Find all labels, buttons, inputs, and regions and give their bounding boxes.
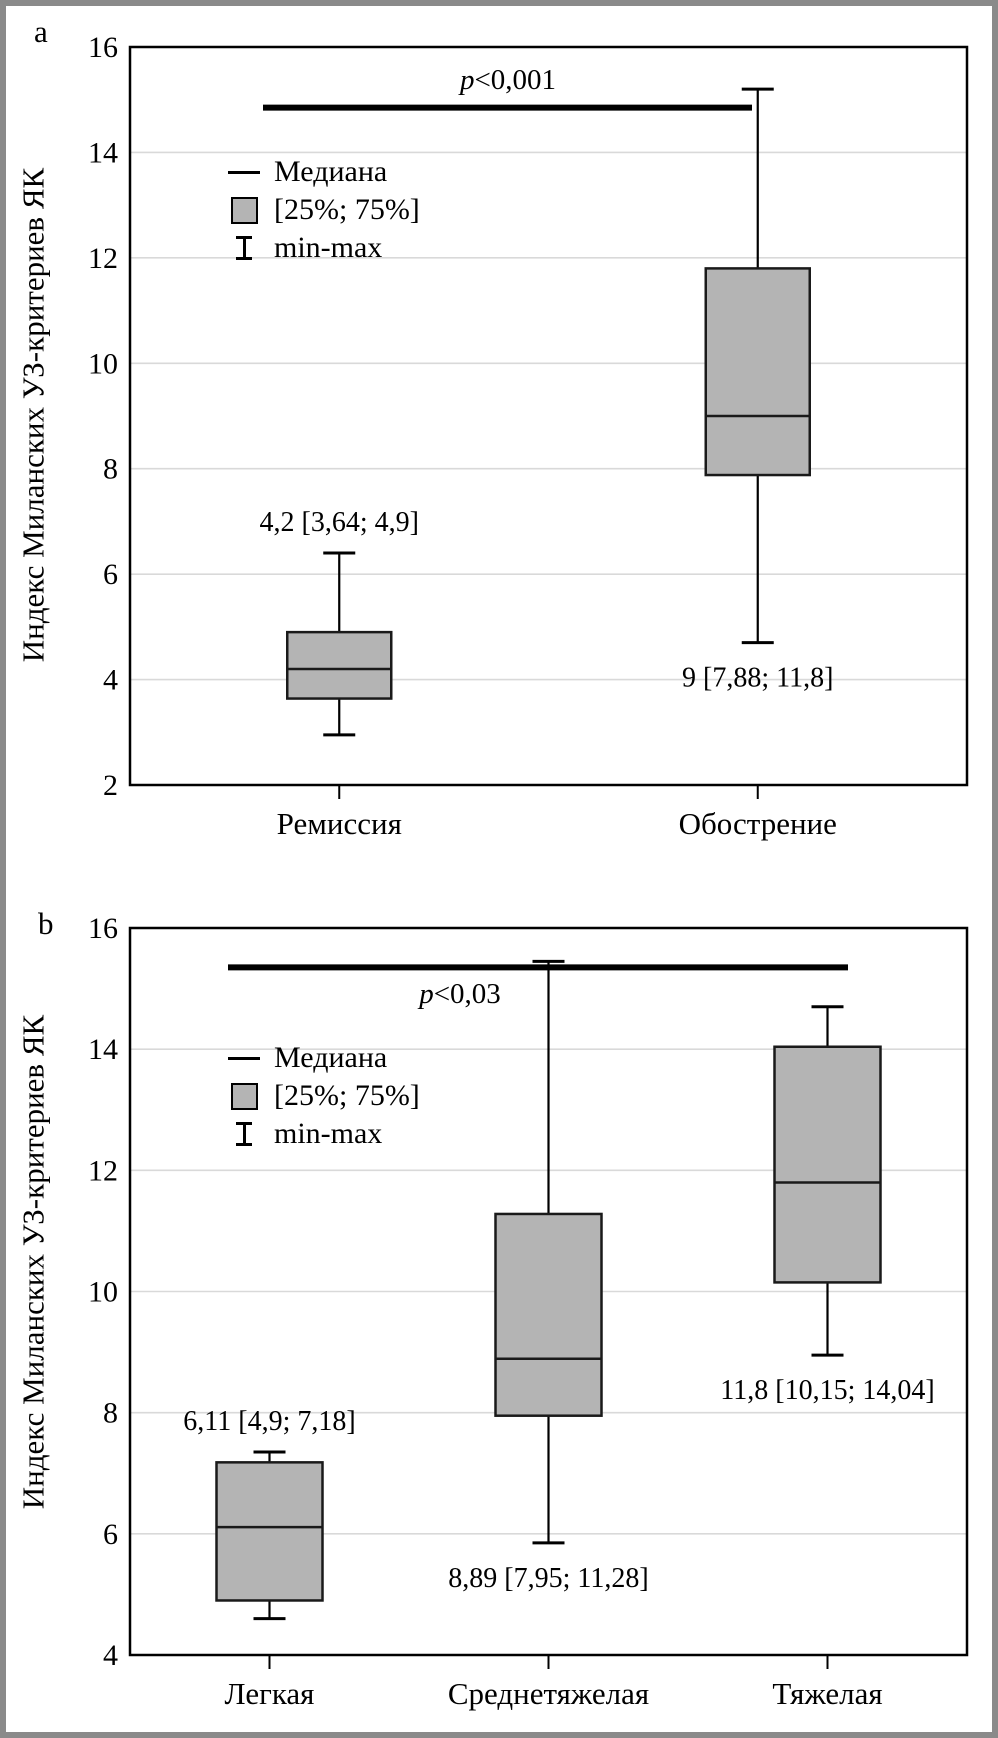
category-label: Среднетяжелая [448,1676,649,1711]
y-tick-label: 14 [88,1033,118,1066]
median-line-icon [228,170,260,174]
y-axis-title-b: Индекс Миланских УЗ-критериев ЯК [15,1014,51,1510]
legend-label-iqr: [25%; 75%] [274,193,420,226]
category-label: Ремиссия [277,806,402,841]
p-symbol-b: p [419,978,434,1010]
legend-label-minmax: min-max [274,231,383,264]
legend-item-median: Медиана [224,156,420,188]
y-tick-label: 6 [103,558,118,591]
y-tick-label: 10 [88,1276,118,1309]
y-tick-label: 4 [103,664,118,697]
y-tick-label: 6 [103,1518,118,1551]
p-value-text-b: <0,03 [433,978,501,1010]
plot-frame [128,45,969,787]
box-stats-label: 11,8 [10,15; 14,04] [720,1375,934,1406]
y-tick-label: 12 [88,1154,118,1187]
legend-label-minmax: min-max [274,1117,383,1150]
legend-label-median: Медиана [274,155,388,188]
panel-b-letter: b [38,906,54,941]
y-tick-label: 16 [88,31,118,64]
category-label: Тяжелая [772,1676,882,1711]
y-tick-label: 16 [88,912,118,945]
min-max-whisker-icon [236,236,252,260]
legend-item-median: Медиана [224,1042,420,1074]
iqr-box-icon [230,1082,258,1110]
category-label: Обострение [679,806,837,841]
legend-item-minmax: min-max [224,1118,420,1150]
legend-label-median: Медиана [274,1041,388,1074]
box-stats-label: 4,2 [3,64; 4,9] [260,507,419,538]
y-tick-label: 8 [103,453,118,486]
iqr-box [704,267,811,477]
y-tick-label: 12 [88,242,118,275]
y-tick-label: 4 [103,1639,118,1672]
box-stats-label: 9 [7,88; 11,8] [682,663,833,694]
legend-item-iqr: [25%; 75%] [224,1080,420,1112]
p-value-text-a: <0,001 [474,64,557,96]
legend-item-iqr: [25%; 75%] [224,194,420,226]
iqr-box [494,1212,603,1417]
p-value-label-a: p<0,001 [378,66,638,95]
iqr-box [215,1461,324,1602]
legend-item-minmax: min-max [224,232,420,264]
y-tick-label: 8 [103,1397,118,1430]
iqr-box-icon [230,196,258,224]
iqr-box [773,1045,882,1284]
p-symbol-a: p [459,64,475,96]
panel-a-letter: a [34,14,48,49]
box-stats-label: 6,11 [4,9; 7,18] [183,1406,355,1437]
median-line-icon [228,1056,260,1060]
y-tick-label: 2 [103,769,118,802]
legend-label-iqr: [25%; 75%] [274,1079,420,1112]
legend-a: Медиана [25%; 75%] min-max [224,156,420,264]
y-axis-title-a: Индекс Миланских УЗ-критериев ЯК [15,167,51,663]
y-tick-label: 10 [88,347,118,380]
p-value-label-b: p<0,03 [330,980,590,1009]
iqr-box [286,630,393,700]
min-max-whisker-icon [236,1122,252,1146]
y-tick-label: 14 [88,136,118,169]
legend-b: Медиана [25%; 75%] min-max [224,1042,420,1150]
category-label: Легкая [225,1676,315,1711]
box-stats-label: 8,89 [7,95; 11,28] [448,1563,648,1594]
